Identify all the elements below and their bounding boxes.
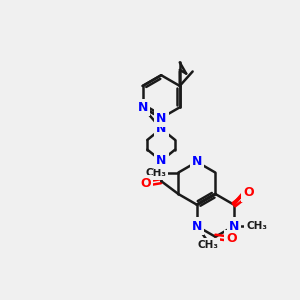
Text: N: N [156,154,166,167]
Text: CH₃: CH₃ [145,168,166,178]
Text: O: O [226,232,237,245]
Text: CH₃: CH₃ [246,221,267,231]
Text: N: N [156,122,166,135]
Text: N: N [229,220,239,232]
Text: O: O [244,186,254,200]
Text: N: N [137,101,148,114]
Text: O: O [140,177,151,190]
Text: N: N [156,112,166,124]
Text: N: N [192,220,202,232]
Text: N: N [192,155,202,168]
Text: CH₃: CH₃ [197,240,218,250]
